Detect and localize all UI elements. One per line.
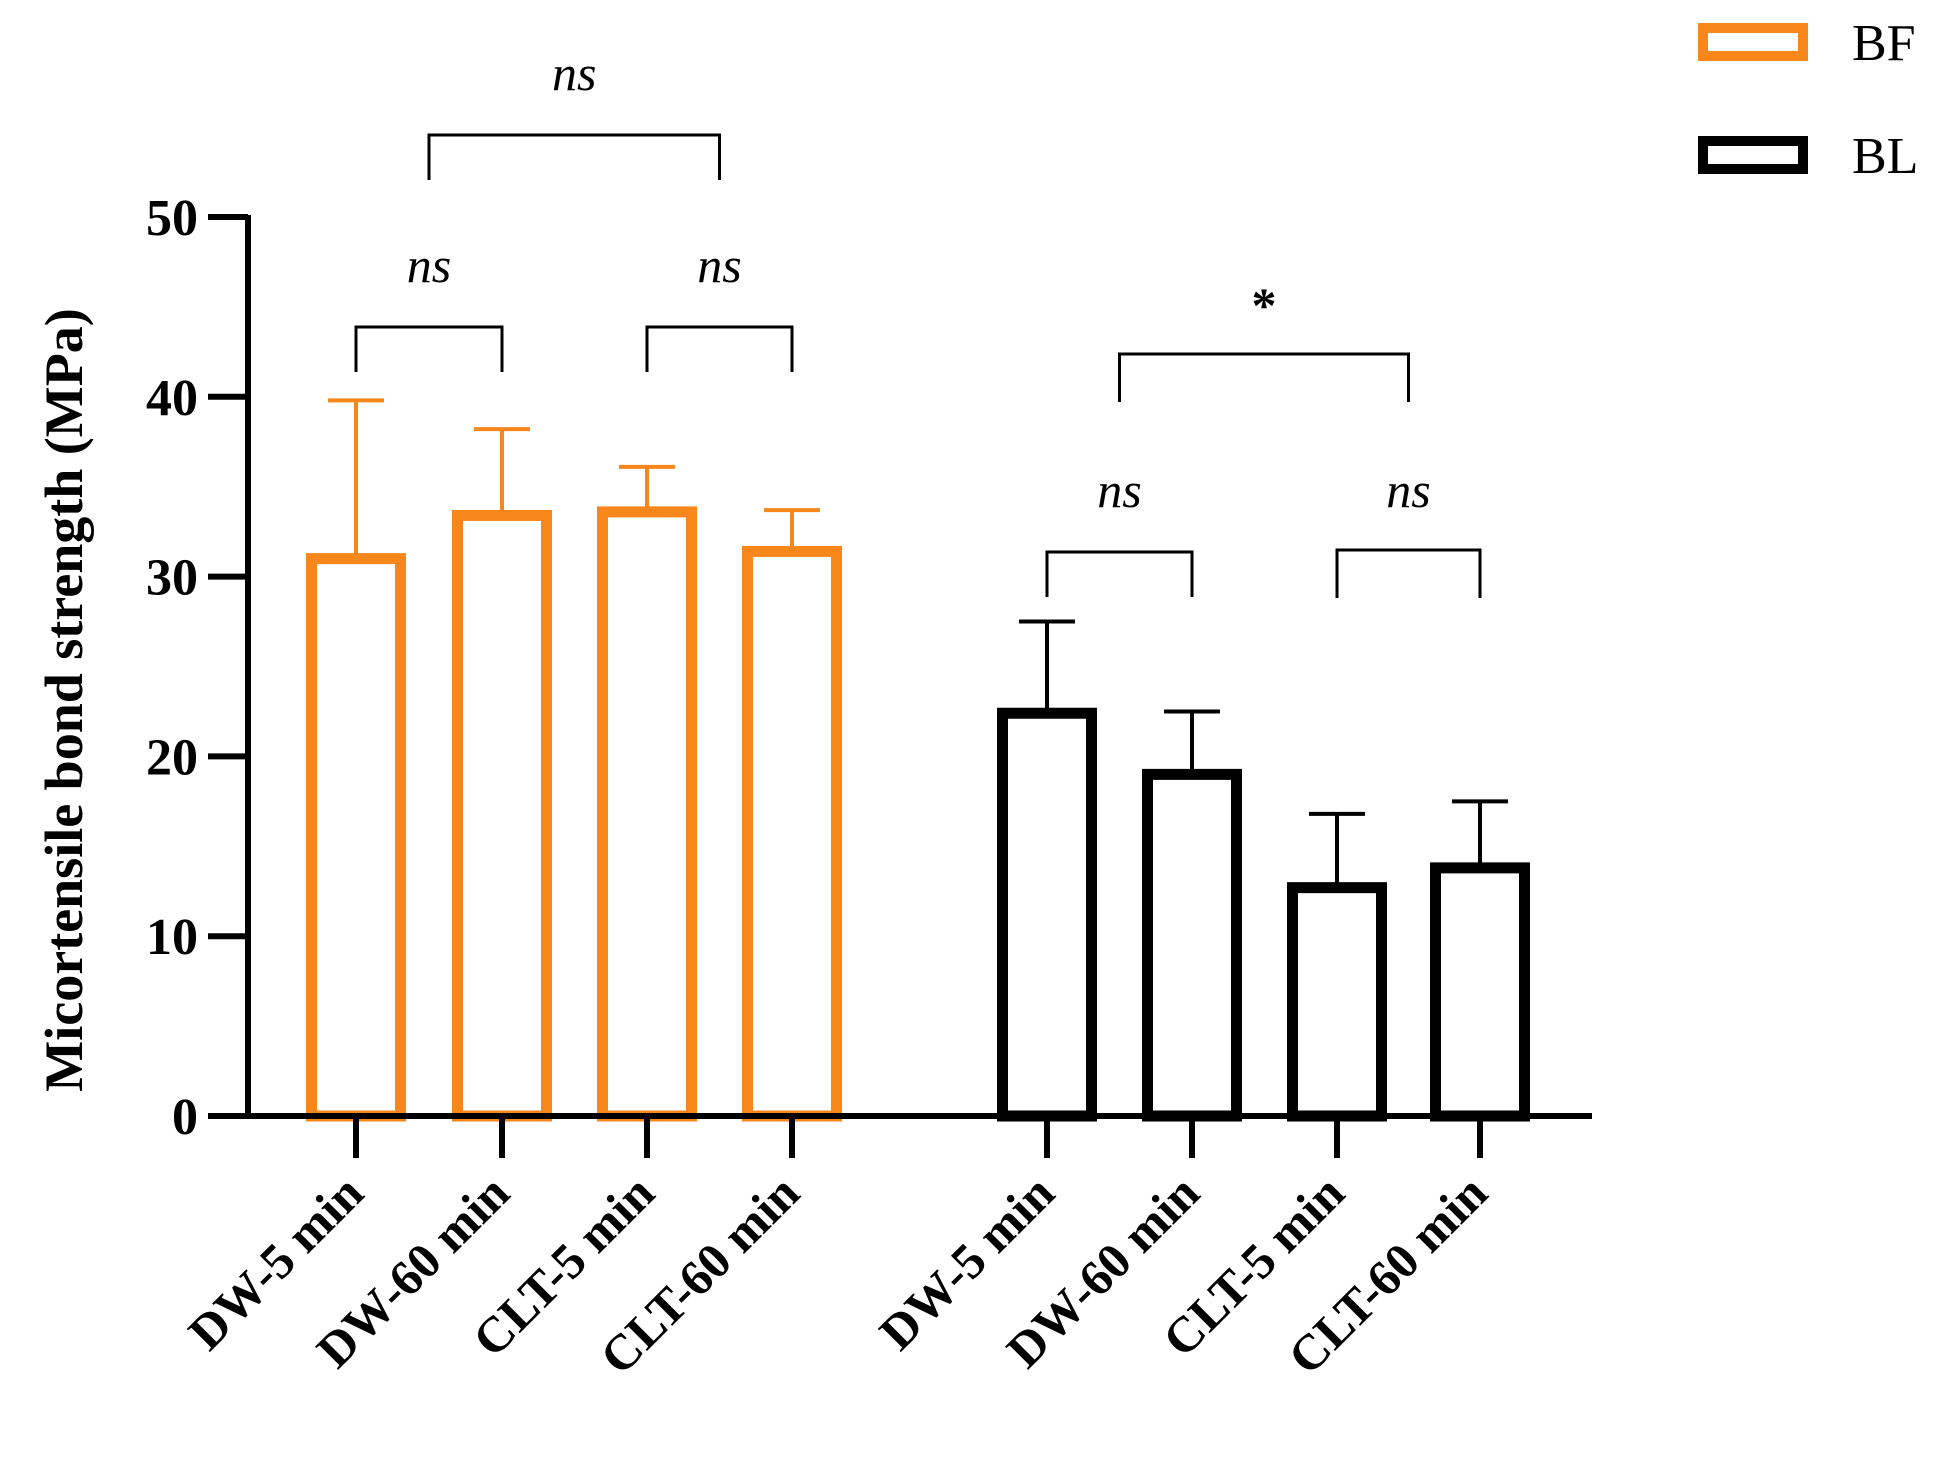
significance-label: ns	[697, 237, 741, 293]
annotations-layer: ns ns ns ns ns *	[354, 45, 1482, 598]
bar	[1142, 768, 1242, 1122]
y-axis-title: Micortensile bond strength (MPa)	[34, 308, 94, 1091]
significance-label: ns	[407, 237, 451, 293]
significance-bracket	[1118, 352, 1410, 402]
significance-label: ns	[1386, 462, 1430, 518]
bar	[1287, 882, 1387, 1122]
bar	[1430, 862, 1530, 1122]
legend: BF BL	[1698, 15, 1918, 185]
significance-bracket	[1045, 550, 1194, 597]
bar	[452, 509, 552, 1122]
legend-label: BF	[1852, 15, 1916, 72]
bar	[997, 707, 1097, 1122]
significance-bracket	[427, 133, 721, 180]
significance-label: ns	[1097, 462, 1141, 518]
bar	[597, 506, 697, 1122]
y-tick-label: 30	[146, 550, 198, 607]
y-tick-label: 10	[146, 909, 198, 966]
legend-swatch	[1698, 136, 1808, 174]
y-tick-label: 50	[146, 190, 198, 247]
y-tick-label: 20	[146, 729, 198, 786]
legend-swatch	[1698, 23, 1808, 61]
significance-bracket	[1335, 548, 1482, 598]
bar	[306, 553, 406, 1122]
significance-label: *	[1252, 277, 1277, 333]
bar	[742, 545, 842, 1122]
significance-label: ns	[552, 45, 596, 101]
y-tick-label: 40	[146, 370, 198, 427]
y-tick-label: 0	[172, 1089, 198, 1146]
significance-bracket	[645, 325, 794, 372]
significance-bracket	[354, 325, 504, 372]
bars-layer	[306, 398, 1530, 1122]
legend-label: BL	[1852, 128, 1918, 185]
